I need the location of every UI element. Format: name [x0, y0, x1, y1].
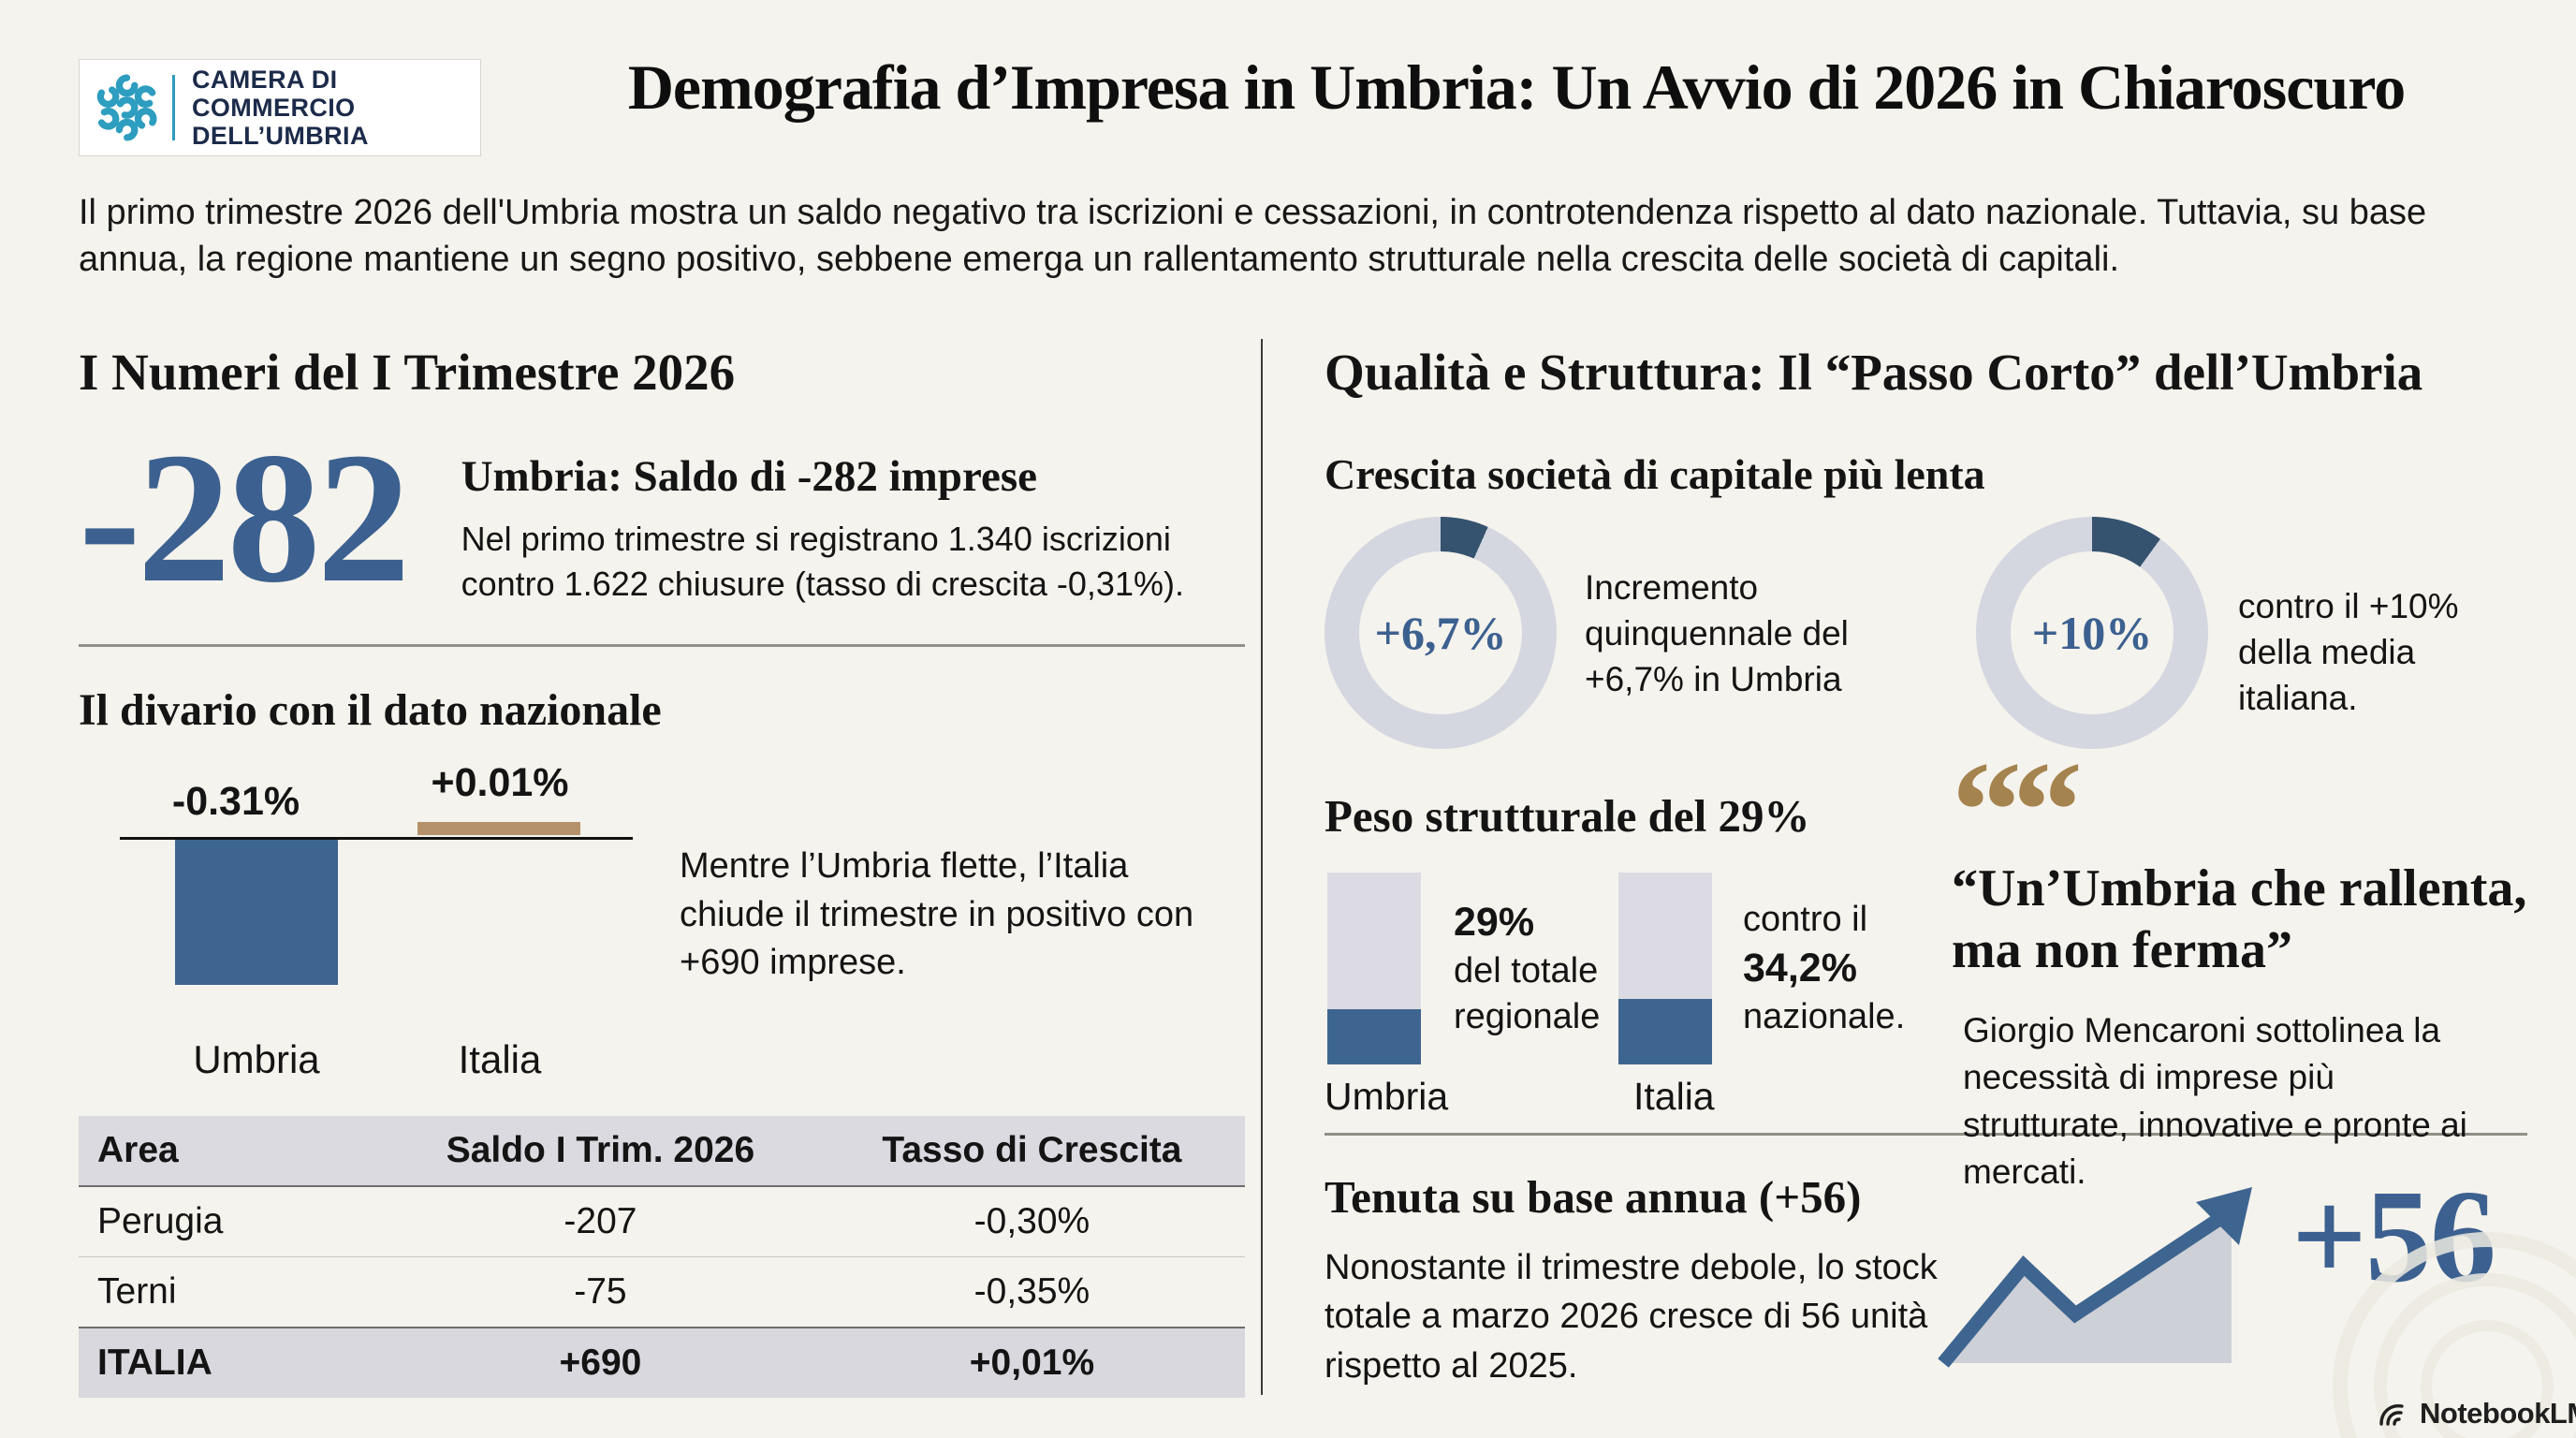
saldo-table: Area Saldo I Trim. 2026 Tasso di Crescit…	[79, 1116, 1245, 1398]
logo-line2: DELL’UMBRIA	[191, 122, 369, 151]
table-cell: -0,30%	[818, 1186, 1245, 1257]
table-cell: -75	[381, 1256, 819, 1328]
gap-bar-umbria	[175, 840, 338, 985]
table-row-terni: Terni -75 -0,35%	[79, 1256, 1245, 1328]
quote-attribution: Giorgio Mencaroni sottolinea la necessit…	[1963, 1011, 2467, 1192]
weight-caption-italia-rest: nazionale.	[1743, 996, 1906, 1036]
gap-chart-baseline	[120, 837, 633, 840]
quote-text: “Un’Umbria che rallenta, ma non ferma”	[1952, 859, 2527, 980]
gap-bar-chart: -0.31% +0.01% Umbria Italia Mentre l’Umb…	[79, 758, 1245, 1105]
donut-charts: +6,7% Incremento quinquennale del +6,7% …	[1325, 517, 2532, 749]
table-cell: ITALIA	[79, 1327, 382, 1398]
donut-umbria-caption: Incremento quinquennale del +6,7% in Umb…	[1585, 568, 1849, 698]
annual-section-title: Tenuta su base annua (+56)	[1325, 1171, 1862, 1223]
camera-commercio-logo: CAMERA DI COMMERCIO DELL’UMBRIA	[79, 59, 481, 156]
table-cell: +0,01%	[818, 1327, 1245, 1398]
weight-caption-umbria: 29% del totale regionale	[1454, 897, 1617, 1039]
weight-label-umbria: Umbria	[1325, 1075, 1449, 1118]
quote-block: ““ “Un’Umbria che rallenta, ma non ferma…	[1952, 733, 2537, 1196]
donut-italia-caption: contro il +10% della media italiana.	[2238, 587, 2459, 717]
table-row-italia: ITALIA +690 +0,01%	[79, 1327, 1245, 1398]
right-section-title: Qualità e Struttura: Il “Passo Corto” de…	[1325, 344, 2423, 401]
weight-caption-italia-value: 34,2%	[1743, 945, 1857, 990]
left-horizontal-rule	[79, 644, 1245, 647]
notebooklm-logo-icon	[2379, 1404, 2404, 1426]
left-section-title: I Numeri del I Trimestre 2026	[79, 344, 736, 401]
donut-umbria: +6,7%	[1325, 517, 1557, 749]
weight-caption-umbria-value: 29%	[1454, 900, 1535, 945]
notebooklm-brand-text: NotebookLM	[2420, 1397, 2576, 1430]
intro-paragraph: Il primo trimestre 2026 dell'Umbria most…	[79, 193, 2427, 280]
big-stat-value: -282	[79, 415, 411, 622]
weight-bar-umbria	[1327, 873, 1421, 1064]
table-cell: -207	[381, 1186, 819, 1257]
big-stat-detail: Nel primo trimestre si registrano 1.340 …	[461, 520, 1184, 603]
right-horizontal-rule	[1325, 1133, 2527, 1136]
big-stat-block: -282 Umbria: Saldo di -282 imprese Nel p…	[79, 415, 1245, 622]
table-row-perugia: Perugia -207 -0,30%	[79, 1186, 1245, 1257]
table-header-row: Area Saldo I Trim. 2026 Tasso di Crescit…	[79, 1116, 1245, 1187]
weight-caption-italia: contro il 34,2% nazionale.	[1743, 897, 1939, 1039]
gap-chart-note: Mentre l’Umbria flette, l’Italia chiude …	[680, 846, 1194, 983]
table-header-saldo: Saldo I Trim. 2026	[381, 1116, 819, 1187]
column-divider	[1261, 339, 1263, 1395]
donut-italia-label: +10%	[2031, 607, 2153, 659]
weight-caption-umbria-rest: del totale regionale	[1454, 951, 1601, 1036]
donut-italia: +10%	[1976, 517, 2208, 749]
growth-subsection-title: Crescita società di capitale più lenta	[1325, 450, 1985, 498]
big-stat-headline: Umbria: Saldo di -282 imprese	[461, 452, 1037, 501]
logo-line1: CAMERA DI COMMERCIO	[191, 65, 356, 122]
donut-italia-hole: +10%	[2011, 551, 2174, 714]
weight-caption-italia-lead: contro il	[1743, 900, 1868, 939]
weight-bar-italia-fill	[1618, 998, 1712, 1064]
gap-bar-value-italia: +0.01%	[431, 760, 569, 805]
quote-mark-icon: ““	[1952, 733, 2083, 888]
weight-fill-bars: 29% del totale regionale contro il 34,2%…	[1325, 873, 1961, 1135]
weight-bar-italia	[1618, 873, 1712, 1064]
logo-divider	[172, 75, 175, 140]
table-cell: +690	[381, 1327, 819, 1398]
gap-category-umbria: Umbria	[193, 1037, 320, 1081]
trend-arrow-icon	[1938, 1187, 2252, 1368]
donut-umbria-label: +6,7%	[1374, 607, 1507, 659]
annual-section-body: Nonostante il trimestre debole, lo stock…	[1325, 1248, 1938, 1386]
logo-text: CAMERA DI COMMERCIO DELL’UMBRIA	[192, 66, 480, 151]
table-cell: -0,35%	[818, 1256, 1245, 1328]
weight-subsection-title: Peso strutturale del 29%	[1325, 790, 1810, 842]
notebooklm-watermark: NotebookLM	[2378, 1397, 2576, 1431]
gap-bar-value-umbria: -0.31%	[171, 779, 300, 824]
table-cell: Terni	[79, 1256, 382, 1328]
weight-bar-umbria-fill	[1327, 1008, 1421, 1064]
big-stat-texts: Umbria: Saldo di -282 imprese Nel primo …	[461, 433, 1220, 606]
page-title: Demografia d’Impresa in Umbria: Un Avvio…	[627, 51, 2406, 123]
gap-bar-italia	[417, 822, 580, 835]
table-header-area: Area	[79, 1116, 382, 1187]
donut-umbria-hole: +6,7%	[1359, 551, 1522, 714]
gap-chart-title: Il divario con il dato nazionale	[79, 685, 662, 735]
weight-label-italia: Italia	[1633, 1075, 1715, 1118]
camera-commercio-logo-icon	[96, 74, 157, 141]
table-cell: Perugia	[79, 1186, 382, 1257]
gap-category-italia: Italia	[458, 1037, 542, 1081]
table-header-tasso: Tasso di Crescita	[818, 1116, 1245, 1187]
